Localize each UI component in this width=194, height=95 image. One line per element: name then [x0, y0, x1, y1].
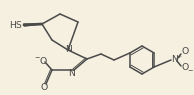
Text: N: N — [68, 68, 75, 78]
Text: N: N — [66, 46, 72, 55]
Text: HS: HS — [10, 21, 22, 30]
Text: N: N — [171, 55, 178, 65]
Text: −: − — [34, 55, 40, 61]
Text: +: + — [177, 53, 182, 59]
Text: O: O — [40, 84, 48, 93]
Text: O: O — [181, 48, 189, 57]
Text: O: O — [181, 63, 189, 72]
Text: O: O — [39, 57, 47, 66]
Text: −: − — [187, 68, 193, 74]
